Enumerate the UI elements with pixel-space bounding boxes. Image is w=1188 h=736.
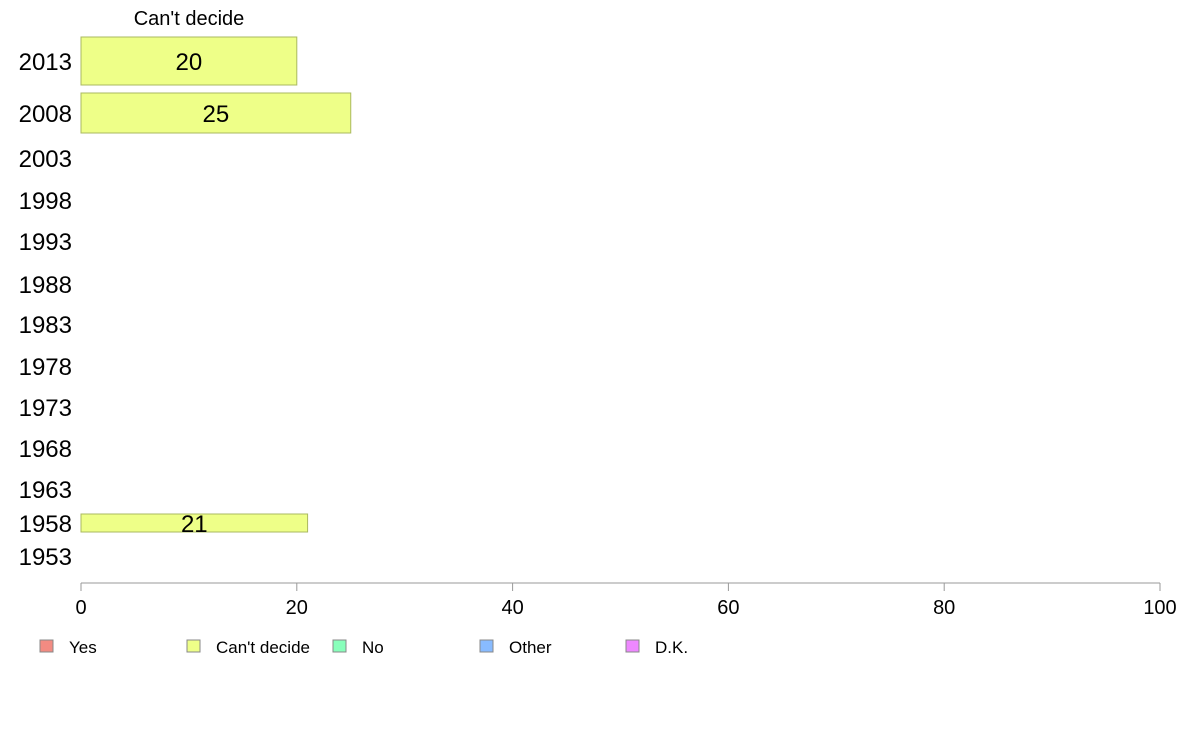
x-tick-label: 20 [286, 597, 308, 619]
legend-swatch [625, 639, 640, 653]
y-tick-label: 1983 [19, 312, 72, 339]
y-tick-label: 2013 [19, 49, 72, 76]
bar-value-label: 20 [176, 49, 203, 76]
legend-label: D.K. [655, 638, 688, 657]
y-tick-label: 1973 [19, 395, 72, 422]
legend-swatch [479, 639, 494, 653]
y-tick-label: 1998 [19, 188, 72, 215]
y-tick-label: 1963 [19, 477, 72, 504]
x-tick-label: 0 [75, 597, 86, 619]
y-tick-label: 1988 [19, 272, 72, 299]
legend: Yes Can't decide No Other D.K. [39, 638, 688, 657]
bar-value-label: 25 [203, 101, 230, 128]
y-tick-label: 1958 [19, 511, 72, 538]
y-tick-label: 2003 [19, 146, 72, 173]
legend-swatch [332, 639, 347, 653]
bar-value-label: 21 [181, 511, 208, 538]
y-axis-labels: 2013 2008 2003 1998 1993 1988 1983 1978 1973 1968… [19, 49, 72, 571]
x-tick-label: 80 [933, 597, 955, 619]
y-tick-label: 2008 [19, 101, 72, 128]
bar [80, 513, 309, 533]
y-tick-label: 1968 [19, 436, 72, 463]
legend-swatch [39, 639, 54, 653]
x-tick-label: 100 [1143, 597, 1176, 619]
y-tick-label: 1953 [19, 544, 72, 571]
legend-label: Yes [69, 638, 97, 657]
bar [80, 36, 298, 86]
y-tick-label: 1978 [19, 354, 72, 381]
x-tick-label: 40 [501, 597, 523, 619]
legend-label: No [362, 638, 384, 657]
x-tick-label: 60 [717, 597, 739, 619]
bar [80, 92, 352, 134]
legend-label: Other [509, 638, 552, 657]
y-tick-label: 1993 [19, 229, 72, 256]
x-axis: 0 20 40 60 80 100 [75, 582, 1177, 619]
legend-swatch [186, 639, 201, 653]
legend-label: Can't decide [216, 638, 310, 657]
column-title: Can't decide [134, 8, 245, 30]
